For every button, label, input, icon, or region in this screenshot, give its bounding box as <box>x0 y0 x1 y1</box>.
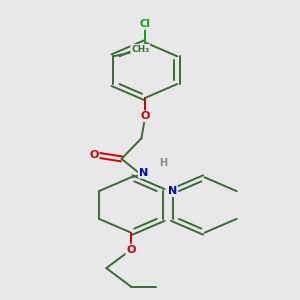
Text: O: O <box>89 150 99 160</box>
Text: O: O <box>141 111 150 121</box>
Text: N: N <box>168 186 177 196</box>
Text: N: N <box>139 168 148 178</box>
Text: CH₃: CH₃ <box>131 45 149 54</box>
Text: Cl: Cl <box>140 19 151 29</box>
Text: O: O <box>126 245 136 255</box>
Text: H: H <box>159 158 167 169</box>
